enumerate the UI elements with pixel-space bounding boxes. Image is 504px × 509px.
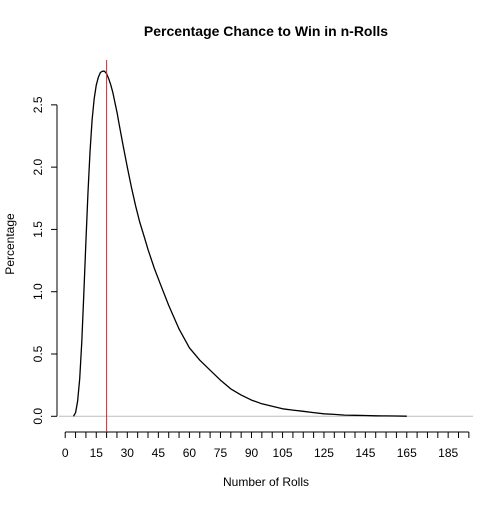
x-tick-label: 165	[397, 446, 417, 460]
y-axis-label: Percentage	[3, 213, 17, 275]
x-tick-label: 0	[62, 446, 69, 460]
y-tick-label: 1.0	[31, 283, 45, 300]
x-axis-label: Number of Rolls	[223, 475, 309, 489]
x-tick-label: 75	[214, 446, 228, 460]
y-axis: 0.0 0.5 1.0 1.5 2.0 2.5	[31, 96, 58, 425]
chart-title: Percentage Chance to Win in n-Rolls	[144, 23, 388, 39]
x-tick-label: 45	[152, 446, 166, 460]
x-tick-label: 30	[121, 446, 135, 460]
y-tick-label: 0.0	[31, 408, 45, 425]
x-tick-label: 15	[90, 446, 104, 460]
y-tick-label: 0.5	[31, 345, 45, 362]
x-tick-label: 60	[183, 446, 197, 460]
probability-curve	[72, 70, 407, 417]
x-tick-label: 125	[314, 446, 334, 460]
x-tick-label: 90	[245, 446, 259, 460]
x-tick-label: 105	[273, 446, 293, 460]
y-tick-label: 2.5	[31, 96, 45, 113]
y-tick-label: 2.0	[31, 158, 45, 175]
x-axis: 0 15 30 45 60 75 90 105 125 145 165 185	[62, 431, 470, 460]
x-tick-label: 145	[355, 446, 375, 460]
x-tick-label: 185	[438, 446, 458, 460]
y-tick-label: 1.5	[31, 221, 45, 238]
plot-area	[59, 60, 473, 432]
